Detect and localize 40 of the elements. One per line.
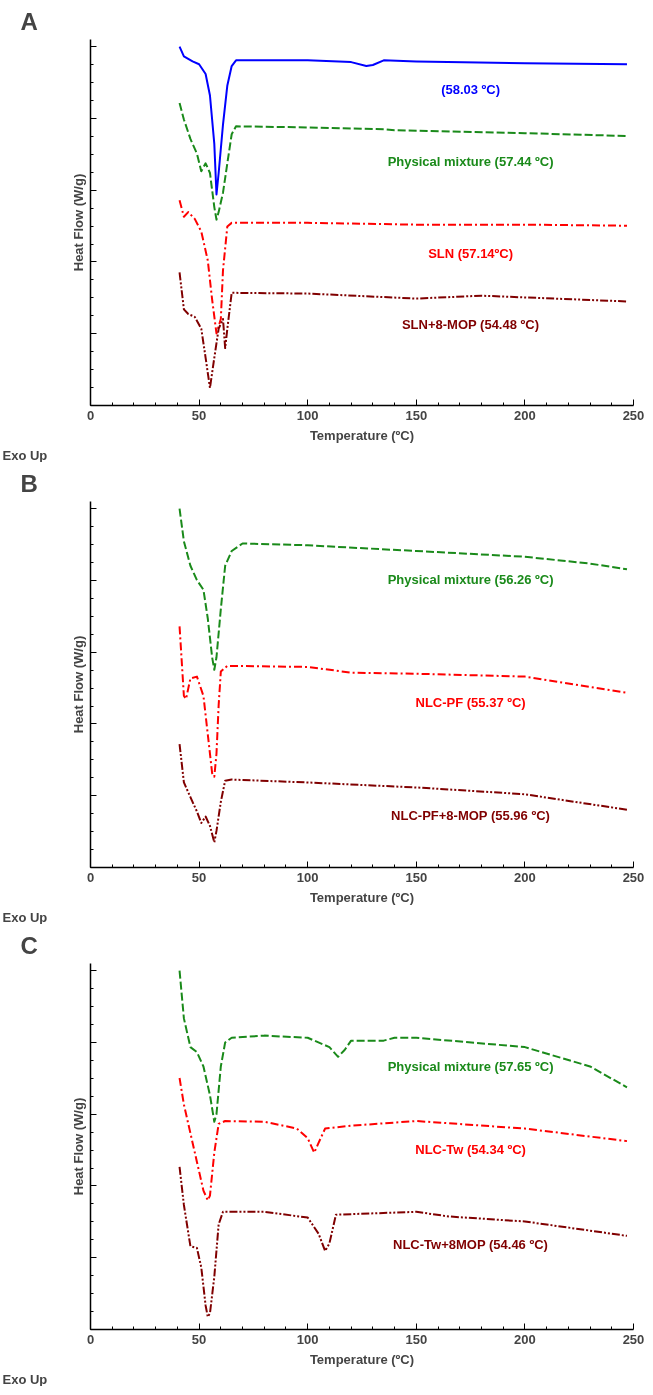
x-tick-label: 200 xyxy=(514,407,536,423)
y-axis-title: Heat Flow (W/g) xyxy=(70,635,86,734)
x-tick-label: 250 xyxy=(622,1331,645,1347)
x-axis-title: Temperature (ºC) xyxy=(309,889,415,905)
x-tick-label: 200 xyxy=(514,869,536,885)
text: Exo Up xyxy=(2,1371,48,1387)
x-tick-label: 150 xyxy=(405,869,428,885)
y-axis-title: Heat Flow (W/g) xyxy=(70,1097,86,1196)
x-tick-label: 150 xyxy=(405,1331,428,1347)
x-tick-label: 0 xyxy=(86,407,95,423)
series-label: Physical mixture (57.44 ºC) xyxy=(387,154,554,170)
x-tick-label: 250 xyxy=(622,869,645,885)
x-tick-label: 50 xyxy=(191,869,207,885)
text: Exo Up xyxy=(2,447,48,463)
text: Exo Up xyxy=(2,909,48,925)
x-tick-label: 200 xyxy=(514,1331,536,1347)
series-label: SLN+8-MOP (54.48 ºC) xyxy=(401,316,540,332)
series-label: SLN (57.14ºC) xyxy=(428,245,514,261)
series-label: NLC-Tw+8MOP (54.46 ºC) xyxy=(393,1237,548,1253)
x-tick-label: 150 xyxy=(405,407,428,423)
x-tick-label: 100 xyxy=(296,869,319,885)
x-tick-label: 0 xyxy=(86,1331,95,1347)
x-tick-label: 250 xyxy=(622,407,645,423)
series-label: NLC-PF+8-MOP (55.96 ºC) xyxy=(391,808,550,824)
x-axis-title: Temperature (ºC) xyxy=(309,1351,415,1367)
series-label: Physical mixture (57.65 ºC) xyxy=(387,1058,554,1074)
x-tick-label: 50 xyxy=(191,1331,207,1347)
series-label: (58.03 ºC) xyxy=(441,82,501,98)
y-axis-title: Heat Flow (W/g) xyxy=(70,173,86,272)
chart-title: A xyxy=(20,7,38,35)
x-tick-label: 0 xyxy=(86,869,95,885)
series-label: NLC-Tw (54.34 ºC) xyxy=(415,1141,526,1157)
x-tick-label: 100 xyxy=(296,407,319,423)
chart-title: B xyxy=(20,469,38,497)
x-tick-label: 100 xyxy=(296,1331,319,1347)
x-tick-label: 50 xyxy=(191,407,207,423)
chart-title: C xyxy=(20,931,38,959)
series-label: Physical mixture (56.26 ºC) xyxy=(387,571,554,587)
x-axis-title: Temperature (ºC) xyxy=(309,427,415,443)
series-label: NLC-PF (55.37 ºC) xyxy=(415,694,526,710)
